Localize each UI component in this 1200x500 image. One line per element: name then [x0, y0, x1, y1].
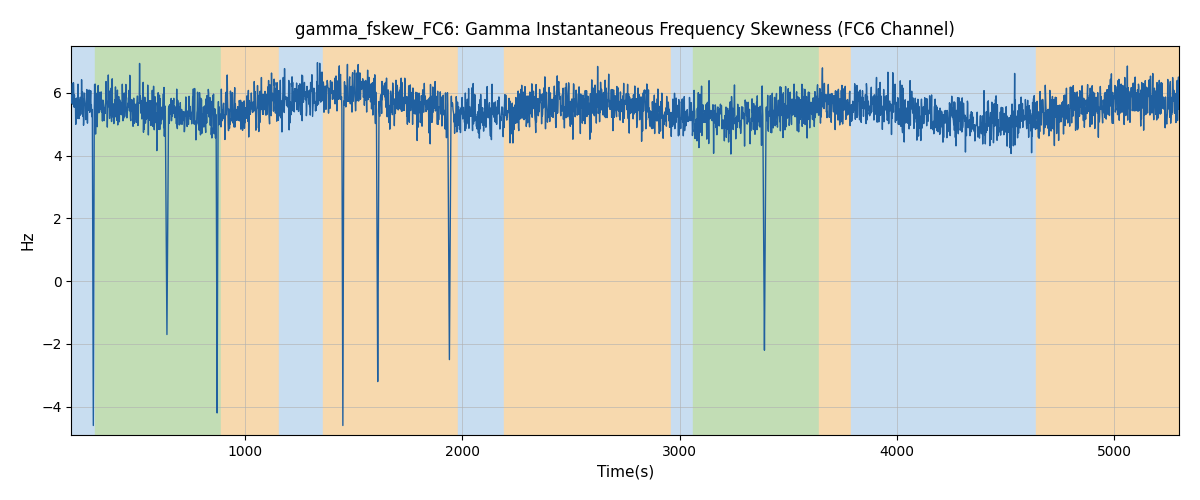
Bar — [692, 46, 818, 435]
Bar — [504, 46, 671, 435]
Bar — [278, 46, 324, 435]
Bar — [1036, 46, 1190, 435]
Y-axis label: Hz: Hz — [20, 230, 36, 250]
Bar — [851, 46, 1036, 435]
Bar — [818, 46, 851, 435]
Bar — [324, 46, 458, 435]
Title: gamma_fskew_FC6: Gamma Instantaneous Frequency Skewness (FC6 Channel): gamma_fskew_FC6: Gamma Instantaneous Fre… — [295, 21, 955, 39]
Bar — [221, 46, 278, 435]
Bar — [95, 46, 221, 435]
Bar — [671, 46, 692, 435]
Bar — [458, 46, 504, 435]
X-axis label: Time(s): Time(s) — [596, 464, 654, 479]
Bar — [72, 46, 95, 435]
